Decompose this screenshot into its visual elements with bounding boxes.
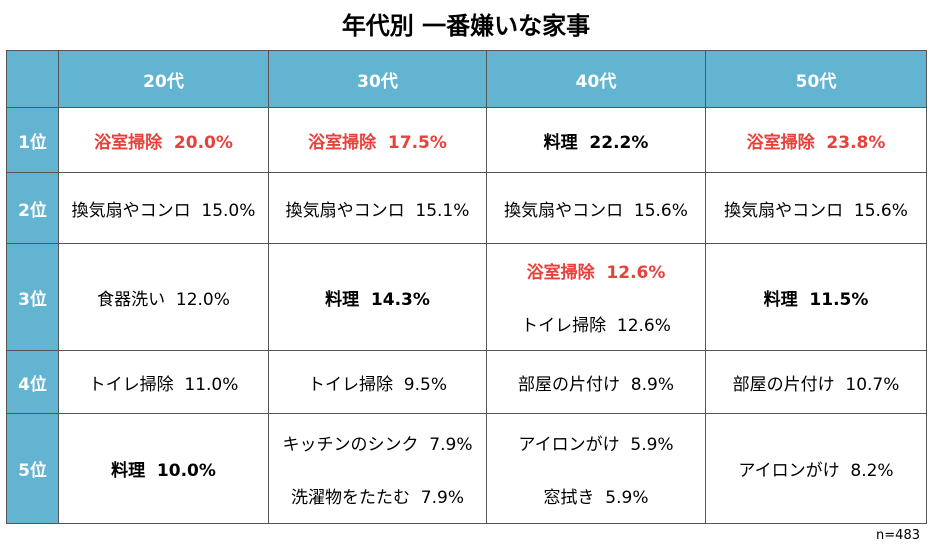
cell-entry: 浴室掃除 12.6% [526,263,666,283]
table-cell: 料理 11.5% [705,243,927,351]
table-row: 3位 食器洗い 12.0% 料理 14.3% 浴室掃除 12.6% トイレ掃除 12.6… [6,243,927,351]
table-cell: トイレ掃除 11.0% [58,350,269,414]
sample-size-note: n=483 [876,528,920,543]
table-cell: 換気扇やコンロ 15.0% [58,172,269,244]
column-header: 30代 [268,50,487,108]
table-cell: 浴室掃除 17.5% [268,107,487,173]
header-row: 20代 30代 40代 50代 [6,50,927,108]
rank-label: 5位 [6,413,59,524]
table-cell: 部屋の片付け 8.9% [486,350,706,414]
table-row: 1位 浴室掃除 20.0% 浴室掃除 17.5% 料理 22.2% 浴室掃除 23.8% [6,107,927,173]
cell-entry: 部屋の片付け 10.7% [732,374,900,395]
cell-entry: 換気扇やコンロ 15.1% [285,200,470,221]
table-cell: キッチンのシンク 7.9% 洗濯物をたたむ 7.9% [268,413,487,524]
cell-entry: 換気扇やコンロ 15.6% [504,200,688,221]
table-cell: 換気扇やコンロ 15.6% [486,172,706,244]
cell-entry: トイレ掃除 12.6% [521,316,671,336]
cell-entry: 換気扇やコンロ 15.0% [71,200,256,221]
table-cell: 料理 22.2% [486,107,706,173]
table-cell: 換気扇やコンロ 15.1% [268,172,487,244]
table-cell: 浴室掃除 23.8% [705,107,927,173]
rank-label: 1位 [6,107,59,173]
column-header: 50代 [705,50,927,108]
cell-entry: 洗濯物をたたむ 7.9% [291,487,464,508]
cell-entry: トイレ掃除 9.5% [308,374,447,395]
rank-label: 2位 [6,172,59,244]
cell-entry: 換気扇やコンロ 15.6% [724,200,908,221]
table-cell: アイロンがけ 5.9% 窓拭き 5.9% [486,413,706,524]
table-cell: 部屋の片付け 10.7% [705,350,927,414]
cell-entry: 部屋の片付け 8.9% [518,374,674,395]
cell-entry: 料理 10.0% [111,461,216,481]
table-row: 4位 トイレ掃除 11.0% トイレ掃除 9.5% 部屋の片付け 8.9% 部屋の片付け… [6,350,927,414]
table-cell: 浴室掃除 20.0% [58,107,269,173]
cell-entry: 料理 22.2% [543,132,649,153]
ranking-table: 20代 30代 40代 50代 1位 浴室掃除 20.0% 浴室掃除 17.5% 料理 22… [6,50,927,524]
table-cell: トイレ掃除 9.5% [268,350,487,414]
table-row: 5位 料理 10.0% キッチンのシンク 7.9% 洗濯物をたたむ 7.9% アイロンが… [6,413,927,524]
table-cell: アイロンがけ 8.2% [705,413,927,524]
table-cell: 換気扇やコンロ 15.6% [705,172,927,244]
rank-label: 3位 [6,243,59,351]
table-cell: 食器洗い 12.0% [58,243,269,351]
rank-label: 4位 [6,350,59,414]
table-cell: 料理 10.0% [58,413,269,524]
cell-entry: 浴室掃除 17.5% [308,132,447,153]
table-cell: 料理 14.3% [268,243,487,351]
cell-entry: 浴室掃除 20.0% [94,132,233,153]
cell-entry: キッチンのシンク 7.9% [282,434,473,455]
cell-entry: アイロンがけ 8.2% [738,461,894,481]
cell-entry: アイロンがけ 5.9% [518,434,674,455]
corner-cell [6,50,59,108]
title: 年代別 一番嫌いな家事 [341,12,591,40]
cell-entry: 料理 11.5% [763,289,869,310]
cell-entry: 窓拭き 5.9% [543,487,649,508]
table-cell: 浴室掃除 12.6% トイレ掃除 12.6% [486,243,706,351]
column-header: 20代 [58,50,269,108]
cell-entry: 料理 14.3% [325,289,430,310]
table-row: 2位 換気扇やコンロ 15.0% 換気扇やコンロ 15.1% 換気扇やコンロ 15.6… [6,172,927,244]
cell-entry: 食器洗い 12.0% [97,289,230,310]
column-header: 40代 [486,50,706,108]
cell-entry: 浴室掃除 23.8% [746,132,886,153]
cell-entry: トイレ掃除 11.0% [88,374,239,395]
